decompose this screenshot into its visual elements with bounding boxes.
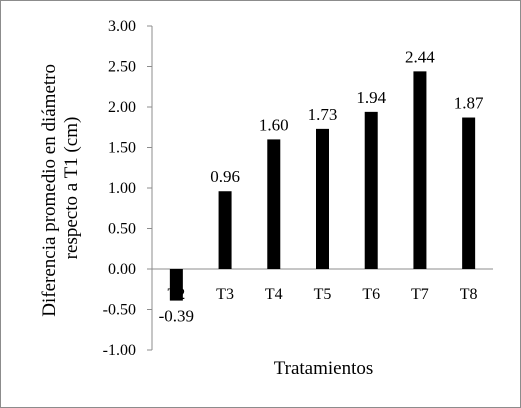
y-tick-label: 0.00: [108, 261, 136, 278]
bars: [169, 71, 476, 301]
y-axis: -1.00 -0.50 0.00 0.50 1.00 1.50 2.00 2.50 3.00: [103, 18, 153, 359]
y-axis-title-line-1: Diferencia promedio en diámetro: [39, 64, 60, 317]
data-label-t7: 2.44: [405, 47, 435, 66]
y-tick-label: 1.50: [108, 140, 136, 157]
x-tick-label: T7: [411, 286, 429, 303]
y-tick-label: 2.00: [108, 99, 136, 116]
y-tick-label: 3.00: [108, 18, 136, 35]
data-label-t5: 1.73: [308, 105, 338, 124]
bar-t8: [462, 117, 476, 269]
x-tick-label: T4: [265, 286, 283, 303]
bar-t7: [413, 71, 427, 269]
bar-t4: [267, 139, 281, 269]
x-tick-label: T5: [314, 286, 332, 303]
y-tick-label: -0.50: [103, 302, 136, 319]
data-label-t8: 1.87: [454, 94, 484, 113]
y-axis-title: Diferencia promedio en diámetro respecto…: [39, 59, 82, 316]
x-tick-labels: T2 T3 T4 T5 T6 T7 T8: [167, 286, 477, 303]
bar-t2: [169, 269, 183, 301]
data-label-t2: -0.39: [159, 307, 194, 326]
y-tick-label: -1.00: [103, 342, 136, 359]
data-label-t6: 1.94: [356, 88, 386, 107]
bar-t6: [364, 111, 378, 269]
data-label-t4: 1.60: [259, 115, 289, 134]
data-label-t3: 0.96: [210, 167, 240, 186]
y-tick-label: 2.50: [108, 59, 136, 76]
bar-t5: [316, 128, 329, 269]
x-tick-label: T8: [460, 286, 478, 303]
x-tick-label: T3: [216, 286, 234, 303]
y-tick-label: 0.50: [108, 221, 136, 238]
y-tick-label: 1.00: [108, 180, 136, 197]
x-tick-label: T2: [167, 286, 185, 303]
x-axis-title: Tratamientos: [274, 358, 374, 379]
x-tick-label: T6: [362, 286, 380, 303]
y-axis-title-line-2: respecto a T1 (cm): [61, 117, 82, 260]
data-labels: -0.39 0.96 1.60 1.73 1.94 2.44 1.87: [159, 47, 484, 325]
bar-t3: [218, 191, 232, 269]
